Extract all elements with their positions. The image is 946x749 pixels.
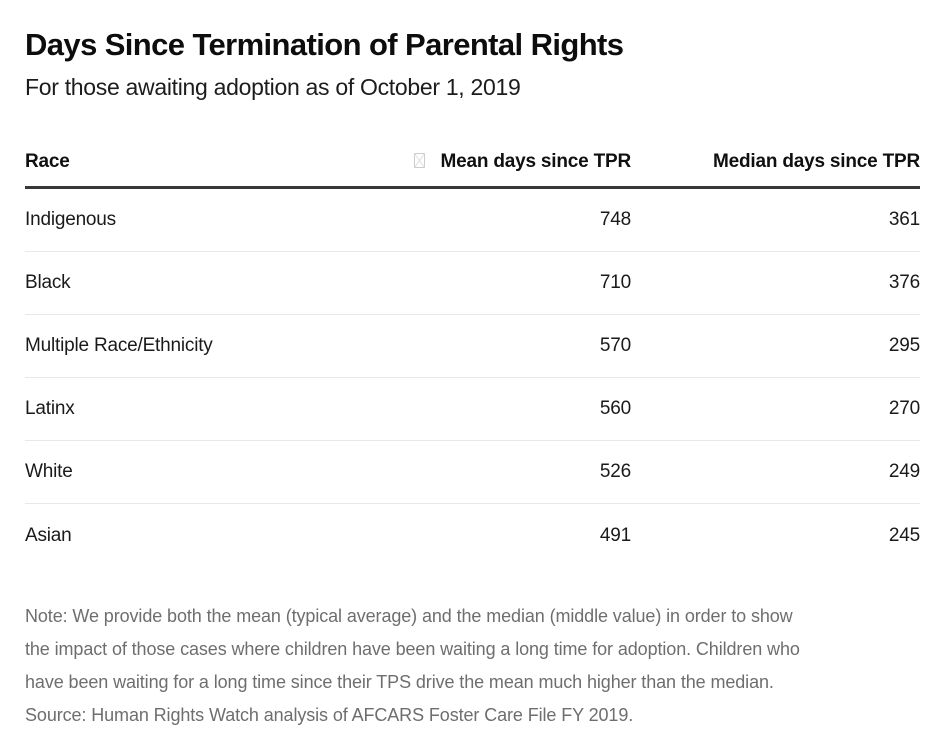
race-cell: Asian [25, 524, 72, 546]
median-cell: 249 [888, 461, 920, 482]
median-cell: 295 [888, 335, 920, 356]
mean-cell: 491 [599, 524, 631, 546]
table-header-row: Race Mean days since TPR Median days sin… [25, 151, 920, 189]
mean-cell: 526 [599, 461, 631, 482]
race-cell: White [25, 461, 73, 482]
race-cell: Indigenous [25, 209, 116, 230]
missing-glyph-icon [413, 152, 425, 168]
table-row: Multiple Race/Ethnicity 570 295 [25, 315, 920, 378]
column-header-race: Race [25, 151, 70, 172]
page-subtitle: For those awaiting adoption as of Octobe… [25, 74, 521, 100]
median-cell: 245 [888, 524, 920, 546]
table-row: Asian 491 245 [25, 504, 920, 567]
table-row: Latinx 560 270 [25, 378, 920, 441]
median-cell: 376 [888, 272, 920, 293]
mean-cell: 560 [599, 398, 631, 419]
note-line: the impact of those cases where children… [25, 639, 800, 659]
note-block: Note: We provide both the mean (typical … [25, 600, 920, 732]
median-cell: 361 [888, 209, 920, 230]
column-header-median: Median days since TPR [713, 151, 920, 172]
race-cell: Latinx [25, 398, 75, 419]
race-cell: Black [25, 272, 71, 293]
mean-cell: 710 [599, 272, 631, 293]
page-title: Days Since Termination of Parental Right… [25, 27, 624, 62]
column-header-mean-label: Mean days since TPR [440, 151, 632, 172]
mean-cell: 748 [599, 209, 631, 230]
column-header-mean: Mean days since TPR [401, 151, 631, 173]
median-cell: 270 [888, 398, 920, 419]
source-line: Source: Human Rights Watch analysis of A… [25, 705, 634, 725]
table-row: Black 710 376 [25, 252, 920, 315]
mean-cell: 570 [599, 335, 631, 356]
note-line: Note: We provide both the mean (typical … [25, 606, 793, 626]
race-cell: Multiple Race/Ethnicity [25, 335, 213, 356]
table-row: Indigenous 748 361 [25, 189, 920, 252]
table-row: White 526 249 [25, 441, 920, 504]
data-table: Race Mean days since TPR Median days sin… [25, 151, 920, 567]
note-line: have been waiting for a long time since … [25, 672, 774, 692]
